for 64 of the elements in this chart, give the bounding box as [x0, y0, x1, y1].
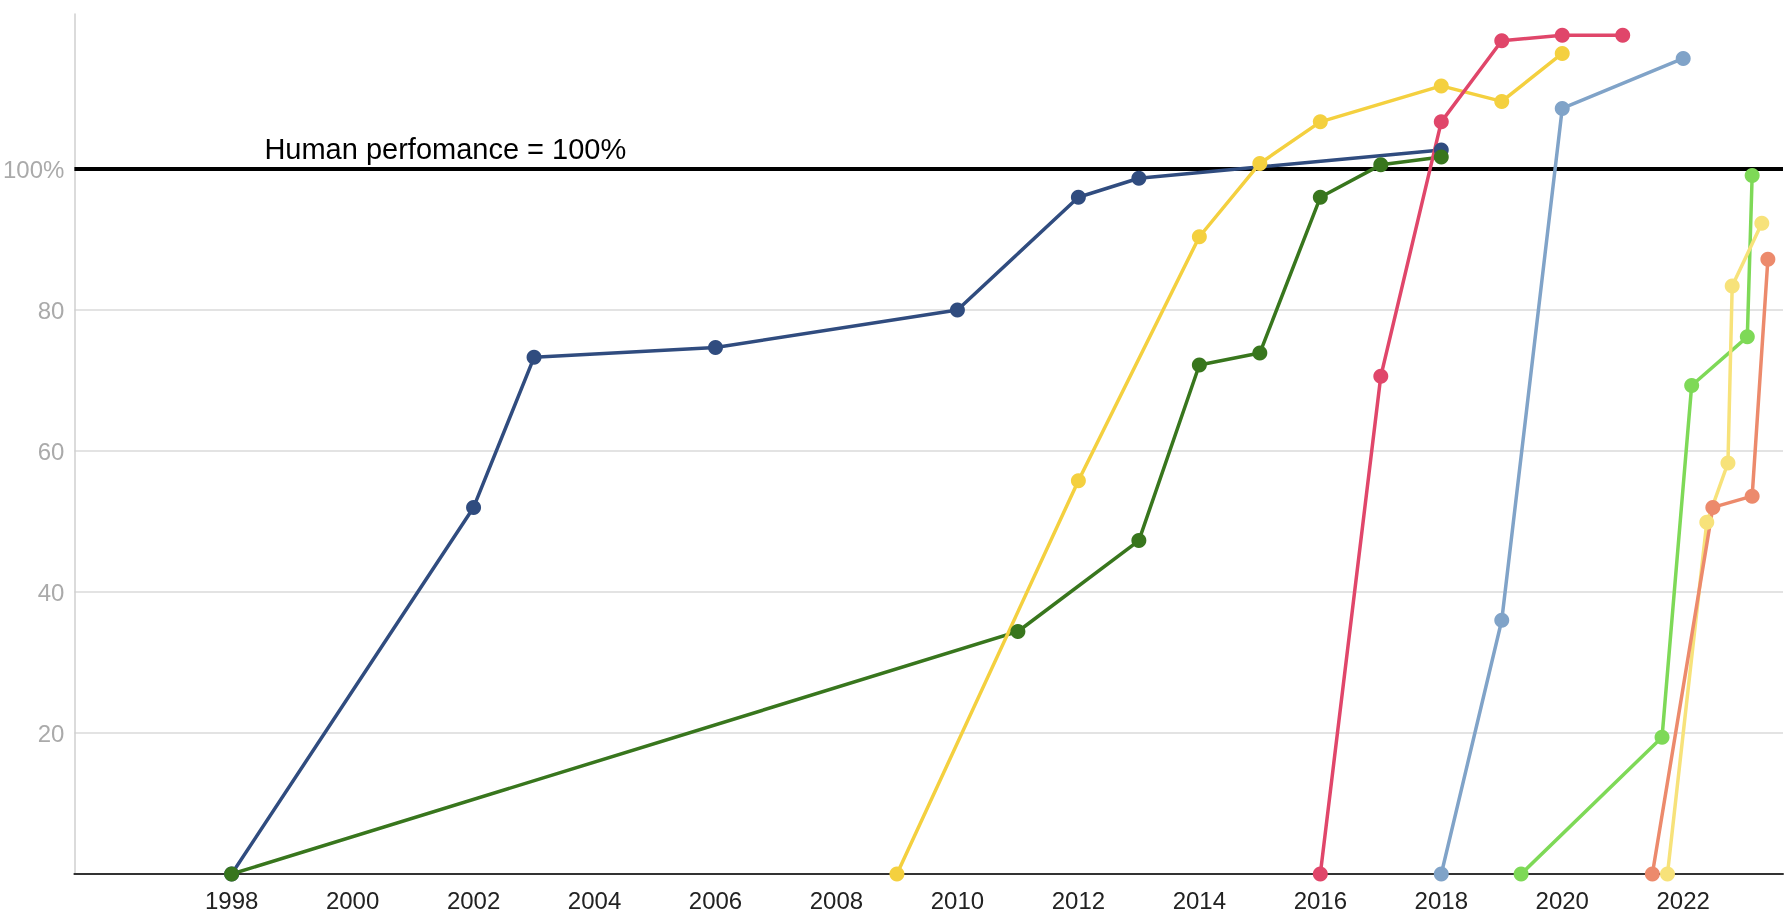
point — [1760, 251, 1776, 267]
x-tick-label: 2000 — [325, 886, 380, 914]
point — [1744, 488, 1760, 504]
point — [1744, 167, 1760, 183]
point — [1433, 78, 1449, 94]
point — [1554, 45, 1570, 61]
y-tick-label: 60 — [37, 437, 65, 465]
point — [1494, 33, 1510, 49]
point — [1659, 866, 1675, 882]
x-tick-label: 2022 — [1656, 886, 1710, 914]
x-tick-label: 2004 — [567, 886, 622, 914]
y-tick-label: 40 — [37, 578, 65, 606]
x-tick-label: 2008 — [809, 886, 864, 914]
point — [466, 499, 482, 515]
point — [1010, 624, 1026, 639]
point — [1699, 514, 1715, 530]
point — [1705, 499, 1721, 515]
point — [1433, 114, 1449, 130]
x-tick-label: 2018 — [1414, 886, 1468, 914]
point — [1754, 215, 1770, 231]
point — [1644, 866, 1660, 882]
x-tick-label: 2006 — [688, 886, 743, 914]
point — [1191, 357, 1207, 373]
point — [1070, 473, 1086, 489]
point — [1720, 455, 1736, 471]
point — [1654, 729, 1670, 745]
point — [1554, 27, 1570, 43]
point — [1312, 114, 1328, 130]
point — [949, 302, 965, 318]
point — [1312, 866, 1328, 882]
point — [1131, 533, 1147, 549]
point — [1191, 229, 1207, 245]
y-tick-label: 100% — [2, 155, 65, 183]
x-tick-label: 2016 — [1293, 886, 1348, 914]
x-tick-label: 2010 — [930, 886, 985, 914]
point — [1433, 149, 1449, 165]
point — [1070, 189, 1086, 205]
point — [1615, 27, 1631, 43]
point — [1433, 866, 1449, 882]
point — [1131, 170, 1147, 186]
point — [1724, 278, 1740, 294]
point — [889, 866, 905, 882]
point — [708, 339, 723, 355]
point — [1513, 866, 1529, 882]
x-tick-label: 2012 — [1051, 886, 1106, 914]
point — [1494, 93, 1510, 109]
x-tick-label: 2020 — [1535, 886, 1589, 914]
point — [1252, 155, 1268, 171]
point — [1739, 329, 1755, 345]
point — [1684, 378, 1700, 393]
x-tick-label: 2002 — [446, 886, 501, 914]
point — [526, 349, 542, 365]
point — [1373, 368, 1389, 384]
y-tick-label: 20 — [37, 719, 65, 747]
point — [1252, 345, 1268, 361]
ref-line-label: Human perfomance = 100% — [264, 132, 627, 165]
point — [1494, 612, 1510, 628]
point — [1373, 157, 1389, 173]
x-tick-label: 2014 — [1172, 886, 1227, 914]
point — [1675, 50, 1691, 66]
point — [1554, 100, 1570, 116]
x-tick-label: 1998 — [204, 886, 259, 914]
y-tick-label: 80 — [37, 296, 65, 324]
point — [1312, 189, 1328, 205]
